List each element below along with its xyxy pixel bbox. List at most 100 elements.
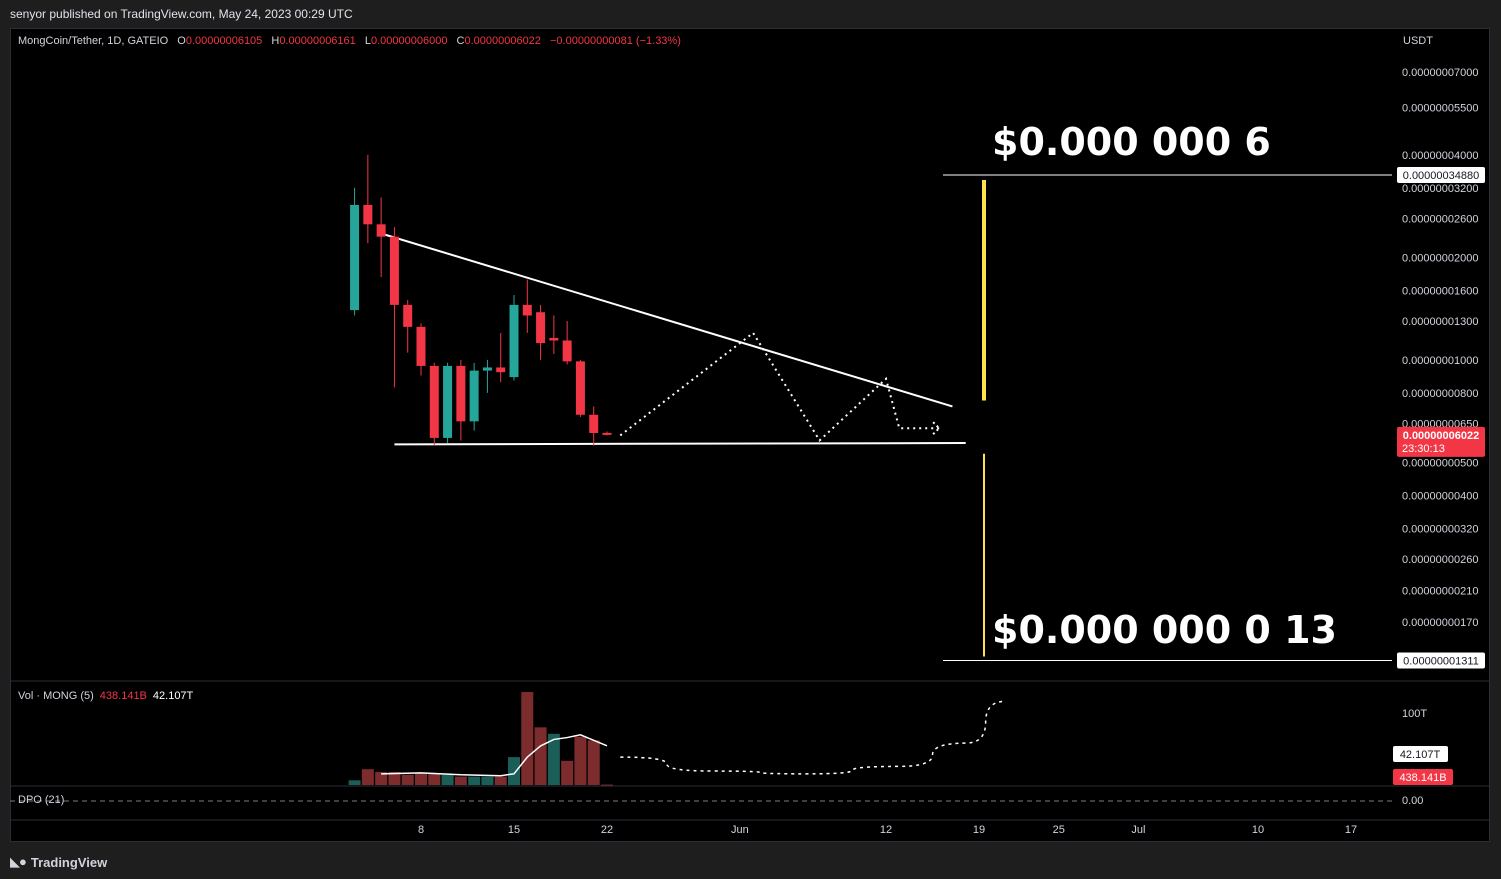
price-tick-label: 0.00000002000 — [1402, 252, 1478, 264]
volume-marker: 438.141B — [1399, 772, 1446, 784]
tradingview-brand: TradingView — [30, 854, 108, 870]
volume-ma-marker: 42.107T — [1400, 749, 1441, 761]
candle-body[interactable] — [589, 414, 599, 433]
price-tick-label: 0.00000003200 — [1402, 183, 1478, 195]
footer — [0, 843, 1501, 879]
low-value: 0.00000006000 — [370, 35, 448, 47]
volume-projection-curve[interactable] — [620, 700, 1006, 775]
time-tick-label: 8 — [418, 824, 424, 836]
candle-body[interactable] — [482, 367, 492, 371]
price-tick-label: 0.00000000320 — [1402, 523, 1478, 535]
volume-ma-line[interactable] — [381, 733, 608, 777]
trendline-upper[interactable] — [380, 232, 953, 408]
candle-body[interactable] — [549, 337, 559, 341]
candle-body[interactable] — [363, 204, 373, 225]
projection-path[interactable] — [619, 331, 940, 443]
volume-bar[interactable] — [508, 757, 520, 785]
candle-body[interactable] — [389, 236, 399, 305]
price-marker-last-bg — [1397, 426, 1485, 457]
price-marker-high-bg — [1397, 167, 1485, 184]
high-label: H — [271, 35, 280, 47]
volume-ma-value: 42.107T — [152, 690, 194, 702]
volume-bar[interactable] — [561, 760, 574, 785]
price-tick-label: 0.00000001000 — [1402, 355, 1478, 367]
high-value: 0.00000006161 — [279, 35, 356, 47]
target-high-annotation: $0.000 000 6 — [992, 120, 1271, 164]
candle-body[interactable] — [522, 304, 532, 316]
volume-bar[interactable] — [574, 736, 587, 785]
candle-body[interactable] — [376, 224, 386, 237]
price-tick-label: 0.00000007000 — [1402, 67, 1478, 79]
volume-legend[interactable]: Vol · MONG (5) 438.141B 42.107T — [18, 690, 193, 702]
price-tick-label: 0.00000001600 — [1402, 285, 1478, 297]
candle-body[interactable] — [456, 365, 466, 422]
candle-body[interactable] — [536, 312, 546, 344]
target-low-annotation: $0.000 000 0 13 — [992, 608, 1337, 652]
tradingview-logo[interactable]: ◣● TradingView — [10, 854, 107, 870]
price-tick-label: 0.00000000170 — [1402, 617, 1478, 629]
volume-bar[interactable] — [468, 776, 481, 785]
candle-body[interactable] — [562, 340, 572, 362]
candle-body[interactable] — [416, 326, 426, 366]
time-tick-label: 17 — [1345, 824, 1357, 836]
price-tick-label: 0.00000000210 — [1402, 586, 1478, 598]
symbol-name[interactable]: MongCoin/Tether, 1D, GATEIO — [18, 35, 169, 47]
support-line[interactable] — [394, 442, 966, 446]
dpo-legend[interactable]: DPO (21) — [18, 794, 64, 806]
volume-bar[interactable] — [601, 784, 613, 786]
time-tick-label: 15 — [508, 824, 520, 836]
price-tick-label: 0.00000000800 — [1402, 388, 1478, 400]
volume-bar[interactable] — [521, 692, 534, 785]
open-label: O — [177, 35, 186, 47]
volume-bar[interactable] — [547, 733, 560, 785]
price-tick-label: 0.00000004000 — [1402, 150, 1478, 162]
candle-body[interactable] — [602, 432, 612, 435]
volume-indicator-name[interactable]: Vol · MONG (5) — [18, 690, 94, 702]
volume-ma-marker-bg — [1393, 746, 1448, 762]
candle-body[interactable] — [429, 365, 439, 438]
volume-bar[interactable] — [534, 727, 547, 785]
dpo-indicator-name[interactable]: DPO (21) — [18, 794, 65, 806]
volume-tick-label: 100T — [1402, 708, 1427, 720]
time-tick-label: Jun — [731, 824, 749, 836]
price-tick-label: 0.00000002600 — [1402, 214, 1478, 226]
time-tick-label: 10 — [1252, 824, 1264, 836]
candle-body[interactable] — [509, 304, 519, 378]
volume-bar[interactable] — [441, 774, 454, 785]
publish-info: senyor published on TradingView.com, May… — [10, 7, 353, 21]
candle-body[interactable] — [443, 365, 453, 438]
candle-body[interactable] — [575, 361, 585, 415]
time-tick-label: 19 — [973, 824, 985, 836]
price-marker-high: 0.00000034880 — [1403, 170, 1479, 182]
candle-body[interactable] — [469, 370, 479, 422]
price-axis-currency: USDT — [1403, 35, 1433, 47]
candle-body[interactable] — [350, 204, 360, 311]
volume-bar[interactable] — [375, 771, 388, 785]
price-tick-label: 0.00000005500 — [1402, 103, 1478, 115]
volume-bar[interactable] — [415, 772, 427, 785]
volume-bar[interactable] — [348, 780, 361, 785]
change-value: −0.00000000081 (−1.33%) — [549, 35, 681, 47]
candle-body[interactable] — [496, 367, 506, 373]
price-tick-label: 0.00000000500 — [1402, 457, 1478, 469]
volume-bar[interactable] — [401, 774, 414, 785]
price-tick-label: 0.00000000400 — [1402, 490, 1478, 502]
volume-bar[interactable] — [428, 773, 441, 785]
volume-bar[interactable] — [361, 769, 374, 785]
symbol-legend[interactable]: MongCoin/Tether, 1D, GATEIO O 0.000000061… — [18, 35, 681, 47]
chart-frame[interactable] — [10, 28, 1490, 842]
volume-value: 438.141B — [99, 690, 147, 702]
time-tick-label: 12 — [880, 824, 892, 836]
bar-countdown: 23:30:13 — [1402, 443, 1445, 455]
time-tick-label: 25 — [1053, 824, 1065, 836]
volume-marker-bg — [1393, 769, 1453, 785]
volume-bar[interactable] — [388, 771, 401, 785]
volume-bar[interactable] — [587, 740, 600, 785]
volume-bar[interactable] — [494, 776, 507, 785]
volume-bar[interactable] — [454, 776, 467, 785]
candle-body[interactable] — [403, 304, 413, 327]
time-tick-label: 22 — [601, 824, 613, 836]
volume-bar[interactable] — [481, 776, 494, 785]
close-label: C — [456, 35, 465, 47]
